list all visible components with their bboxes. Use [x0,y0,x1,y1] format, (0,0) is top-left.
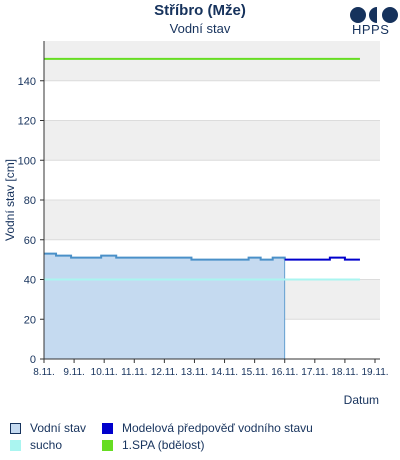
line-forecast [284,256,360,261]
x-tick-label: 19.11. [361,367,388,378]
x-tick-label: 17.11. [301,367,328,378]
x-tick-label: 9.11. [63,367,85,378]
y-tick-label: 60 [24,235,36,247]
area-vodni-stav [44,253,285,359]
x-axis-title: Datum [344,393,379,407]
legend-label: Modelová předpověď vodního stavu [122,421,313,435]
legend-swatch [102,440,113,451]
x-tick-label: 18.11. [331,367,358,378]
x-tick-label: 12.11. [151,367,178,378]
y-tick-label: 100 [18,155,36,167]
legend-label: sucho [30,438,63,452]
y-tick-label: 40 [24,275,36,287]
line-vodni-stav [44,252,286,261]
x-tick-label: 8.11. [33,367,55,378]
y-axis-title: Vodní stav [cm] [3,159,17,241]
y-tick-label: 20 [24,314,36,326]
x-tick-label: 10.11. [91,367,118,378]
grid-band [44,120,380,161]
x-tick-label: 14.11. [211,367,238,378]
legend-swatch [10,423,21,434]
y-tick-label: 120 [18,116,36,128]
grid-band [44,200,380,240]
logo-text: HPPS [352,22,390,37]
x-tick-label: 13.11. [181,367,208,378]
chart-title: Stříbro (Mže) [154,2,246,19]
y-tick-label: 80 [24,195,36,207]
legend-label: Vodní stav [30,421,87,435]
legend-swatch [10,440,21,451]
chart-subtitle: Vodní stav [169,21,231,36]
grid-band [44,41,380,81]
x-tick-label: 16.11. [271,367,298,378]
x-tick-label: 15.11. [241,367,268,378]
y-tick-label: 140 [18,76,36,88]
hpps-logo-icon [350,7,398,23]
legend-label: 1.SPA (bdělost) [122,438,205,452]
x-tick-label: 11.11. [121,367,147,378]
legend-swatch [102,423,113,434]
y-tick-label: 0 [30,354,36,366]
